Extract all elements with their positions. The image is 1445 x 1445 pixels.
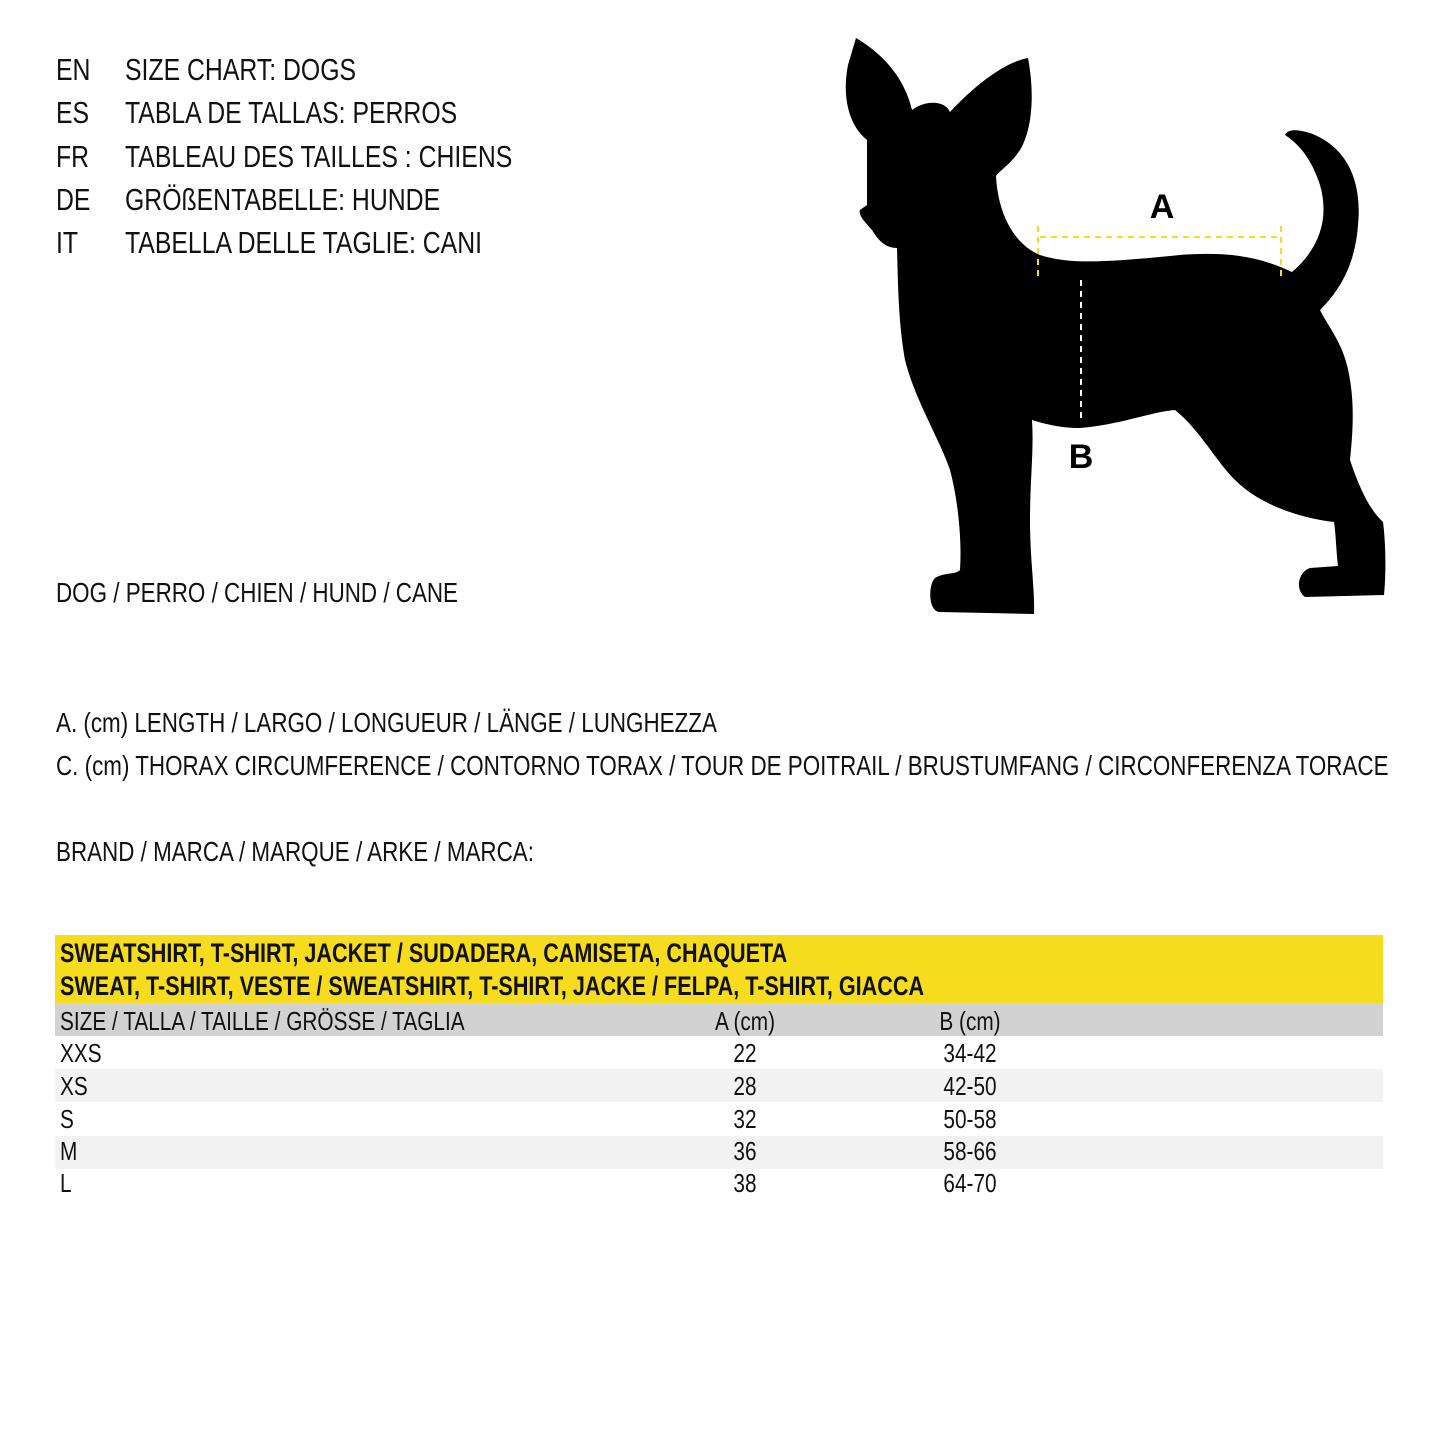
title-fr: TABLEAU DES TAILLES : CHIENS [125, 139, 513, 174]
table-title-band [55, 935, 1383, 1003]
header-b: B (cm) [939, 1006, 1001, 1036]
legend-thorax: C. (cm) THORAX CIRCUMFERENCE / CONTORNO … [56, 750, 1389, 781]
dog-silhouette [845, 38, 1386, 614]
header-a: A (cm) [714, 1006, 776, 1036]
label-a: A [1150, 188, 1175, 226]
title-de: GRÖßENTABELLE: HUNDE [125, 182, 441, 217]
dog-label: DOG / PERRO / CHIEN / HUND / CANE [56, 577, 458, 608]
brand-label: BRAND / MARCA / MARQUE / ARKE / MARCA: [56, 836, 534, 867]
lang-code: EN [56, 52, 91, 87]
cell-b: 42-50 [943, 1071, 997, 1101]
lang-code: DE [56, 182, 91, 217]
cell-a: 22 [733, 1038, 757, 1068]
cell-size: XS [60, 1071, 88, 1101]
table-title-line1: SWEATSHIRT, T-SHIRT, JACKET / SUDADERA, … [60, 938, 788, 968]
cell-size: L [60, 1168, 72, 1198]
lang-code: IT [56, 225, 79, 260]
title-es: TABLA DE TALLAS: PERROS [125, 95, 458, 130]
table-row [55, 1036, 1383, 1069]
legend-length: A. (cm) LENGTH / LARGO / LONGUEUR / LÄNG… [56, 707, 717, 738]
title-en: SIZE CHART: DOGS [125, 52, 357, 87]
table-header-row [55, 1003, 1383, 1036]
cell-b: 50-58 [943, 1104, 997, 1134]
cell-a: 32 [733, 1104, 757, 1134]
cell-size: S [60, 1104, 74, 1134]
label-b: B [1069, 438, 1094, 476]
cell-a: 38 [733, 1168, 757, 1198]
cell-size: M [60, 1136, 78, 1166]
cell-b: 64-70 [943, 1168, 997, 1198]
title-it: TABELLA DELLE TAGLIE: CANI [125, 225, 482, 260]
cell-b: 34-42 [943, 1038, 997, 1068]
table-row [55, 1103, 1383, 1136]
table-title-line2: SWEAT, T-SHIRT, VESTE / SWEATSHIRT, T-SH… [60, 971, 925, 1001]
cell-a: 28 [733, 1071, 757, 1101]
lang-code: ES [56, 95, 90, 130]
table-row [55, 1069, 1383, 1102]
cell-b: 58-66 [943, 1136, 997, 1166]
cell-a: 36 [733, 1136, 757, 1166]
header-size: SIZE / TALLA / TAILLE / GRÖSSE / TAGLIA [60, 1006, 465, 1036]
cell-size: XXS [60, 1038, 102, 1068]
table-row [55, 1166, 1383, 1199]
lang-code: FR [56, 139, 90, 174]
table-row [55, 1136, 1383, 1169]
